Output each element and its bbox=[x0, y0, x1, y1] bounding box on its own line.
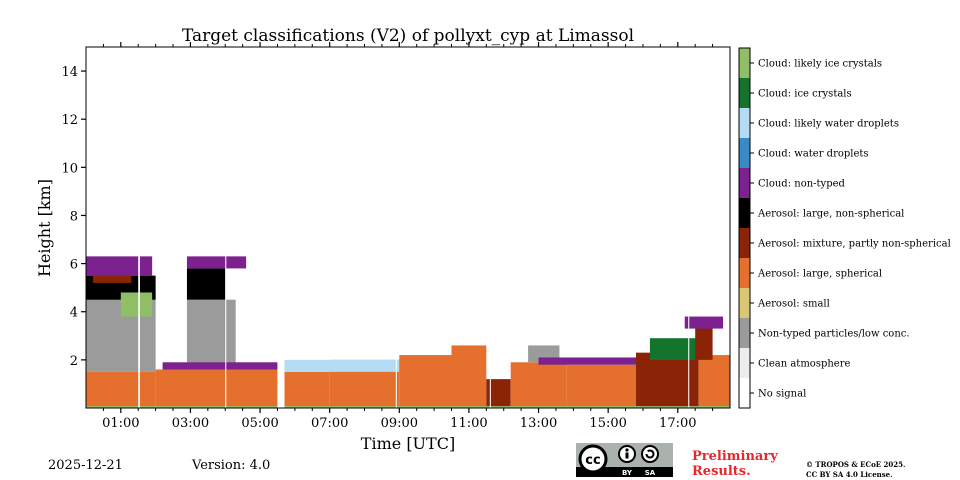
legend-label-11: Cloud: likely ice crystals bbox=[758, 59, 882, 70]
legend-frame bbox=[738, 47, 751, 409]
legend-swatch-2 bbox=[739, 318, 750, 348]
legend-label-10: Cloud: ice crystals bbox=[758, 89, 852, 100]
classification-region-13 bbox=[284, 359, 400, 372]
cc-icon bbox=[578, 444, 608, 474]
x-tick-label: 11:00 bbox=[450, 416, 487, 431]
classification-region-11 bbox=[284, 371, 330, 408]
legend-swatch-5 bbox=[739, 228, 750, 258]
plot-area bbox=[86, 47, 730, 408]
copyright-notice: © TROPOS & ECoE 2025. CC BY SA 4.0 Licen… bbox=[806, 460, 905, 480]
classification-region-25 bbox=[684, 316, 724, 329]
y-tick-label: 2 bbox=[70, 354, 78, 369]
legend-swatch-3 bbox=[739, 288, 750, 318]
data-gap-5 bbox=[688, 47, 690, 408]
classification-region-9 bbox=[186, 256, 247, 269]
chart-title: Target classifications (V2) of pollyxt_c… bbox=[182, 26, 634, 46]
badge-by: BY bbox=[622, 469, 633, 477]
classification-region-14 bbox=[399, 355, 452, 408]
legend-label-1: Clean atmosphere bbox=[758, 359, 851, 370]
svg-text:cc: cc bbox=[585, 453, 600, 468]
colorbar-legend: No signal Clean atmosphere Non-typed parti… bbox=[738, 47, 951, 409]
x-axis-label: Time [UTC] bbox=[361, 434, 455, 453]
classification-region-7 bbox=[186, 299, 236, 370]
legend-label-4: Aerosol: large, spherical bbox=[757, 269, 882, 280]
classification-region-20 bbox=[538, 357, 637, 365]
legend-label-7: Cloud: non-typed bbox=[758, 179, 846, 190]
legend-label-8: Cloud: water droplets bbox=[758, 149, 869, 160]
classification-region-0 bbox=[86, 371, 156, 408]
classification-region-3 bbox=[92, 273, 132, 283]
classification-region-5 bbox=[86, 256, 153, 276]
classification-region-24 bbox=[695, 326, 713, 360]
classification-region-6 bbox=[155, 369, 278, 408]
copyright-line-1: © TROPOS & ECoE 2025. bbox=[806, 460, 906, 469]
version-label: Version: 4.0 bbox=[192, 458, 271, 473]
preliminary-line-2: Results. bbox=[692, 464, 751, 479]
cc-license-badge: cc BY SA bbox=[576, 443, 673, 477]
classification-region-10 bbox=[162, 362, 278, 370]
y-axis: 2 4 6 8 10 12 14 bbox=[61, 65, 86, 369]
classification-region-17 bbox=[510, 362, 567, 408]
x-tick-label: 15:00 bbox=[589, 416, 626, 431]
x-tick-label: 05:00 bbox=[241, 416, 278, 431]
classification-region-8 bbox=[186, 268, 226, 300]
legend-swatch-0 bbox=[739, 378, 750, 408]
share-alike-icon bbox=[641, 445, 659, 463]
legend-label-2: Non-typed particles/low conc. bbox=[758, 329, 910, 340]
data-gap-0 bbox=[277, 47, 285, 408]
y-tick-label: 14 bbox=[61, 65, 78, 80]
legend-swatch-1 bbox=[739, 348, 750, 378]
legend-swatch-7 bbox=[739, 168, 750, 198]
legend-swatch-4 bbox=[739, 258, 750, 288]
y-tick-label: 4 bbox=[70, 306, 78, 321]
legend-swatch-6 bbox=[739, 198, 750, 228]
y-tick-label: 10 bbox=[61, 161, 78, 176]
x-tick-label: 09:00 bbox=[381, 416, 418, 431]
legend-label-6: Aerosol: large, non-spherical bbox=[757, 209, 904, 220]
x-axis: 01:00 03:00 05:00 07:00 09:00 11:00 13:00 15:00… bbox=[102, 42, 714, 431]
classification-region-23 bbox=[698, 355, 730, 408]
y-tick-label: 8 bbox=[70, 209, 78, 224]
data-gap-4 bbox=[489, 47, 491, 408]
preliminary-line-1: Preliminary bbox=[692, 449, 778, 464]
y-axis-label: Height [km] bbox=[35, 179, 54, 277]
preliminary-notice: Preliminary Results. bbox=[692, 449, 778, 479]
legend-swatch-11 bbox=[739, 48, 750, 78]
x-tick-label: 07:00 bbox=[311, 416, 348, 431]
classification-region-4 bbox=[120, 292, 153, 317]
y-tick-label: 12 bbox=[61, 113, 78, 128]
data-gap-3 bbox=[395, 47, 397, 408]
classification-region-26 bbox=[86, 406, 730, 408]
x-tick-label: 13:00 bbox=[520, 416, 557, 431]
x-tick-label: 01:00 bbox=[102, 416, 139, 431]
data-gap-1 bbox=[138, 47, 140, 408]
y-tick-label: 6 bbox=[70, 258, 78, 273]
legend-label-9: Cloud: likely water droplets bbox=[758, 119, 899, 130]
classification-region-15 bbox=[451, 345, 487, 408]
legend-swatch-9 bbox=[739, 108, 750, 138]
legend-label-5: Aerosol: mixture, partly non-spherical bbox=[757, 239, 951, 250]
classification-region-22 bbox=[649, 338, 699, 360]
copyright-line-2: CC BY SA 4.0 License. bbox=[806, 470, 893, 479]
x-tick-label: 03:00 bbox=[172, 416, 209, 431]
data-gap-2 bbox=[225, 47, 227, 408]
badge-sa: SA bbox=[645, 469, 656, 477]
x-tick-label: 17:00 bbox=[659, 416, 696, 431]
legend-label-0: No signal bbox=[758, 389, 806, 400]
legend-label-3: Aerosol: small bbox=[757, 299, 830, 310]
legend-swatch-10 bbox=[739, 78, 750, 108]
classification-region-19 bbox=[566, 364, 637, 408]
plot-frame bbox=[85, 46, 731, 409]
legend-swatch-8 bbox=[739, 138, 750, 168]
date-label: 2025-12-21 bbox=[48, 458, 123, 473]
